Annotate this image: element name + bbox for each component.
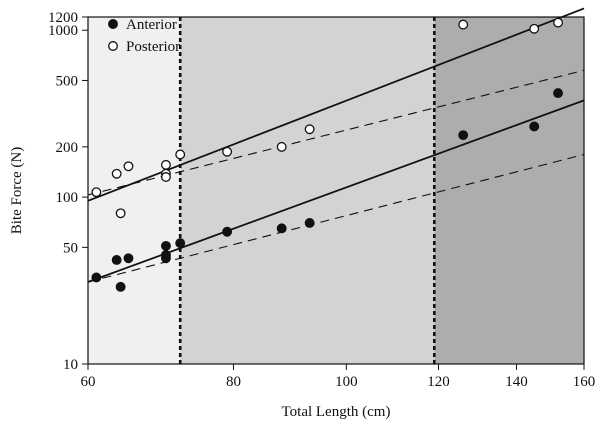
x-axis: 60 80 100 120 140 160 <box>81 364 596 390</box>
y-tick-label: 200 <box>56 140 79 156</box>
x-tick-label: 140 <box>505 374 528 390</box>
anterior-point <box>276 223 287 234</box>
anterior-point <box>175 238 186 249</box>
anterior-point <box>123 253 134 264</box>
y-tick-label: 500 <box>56 73 79 89</box>
shaded-regions <box>88 17 584 364</box>
posterior-point <box>458 19 469 30</box>
anterior-point <box>111 255 122 265</box>
posterior-point <box>222 146 233 157</box>
y-axis-title: Bite Force (N) <box>9 147 25 234</box>
posterior-point <box>115 208 126 219</box>
posterior-point <box>161 159 171 170</box>
y-tick-label: 100 <box>56 190 79 206</box>
posterior-point <box>276 141 287 152</box>
anterior-point <box>304 218 315 228</box>
x-axis-title: Total Length (cm) <box>282 404 391 420</box>
anterior-point <box>161 240 171 251</box>
x-tick-label: 80 <box>226 374 241 390</box>
posterior-point <box>161 172 171 182</box>
legend-marker-posterior <box>108 41 118 51</box>
posterior-point <box>111 168 122 179</box>
anterior-solid-fit-line <box>87 99 585 283</box>
legend-label-anterior: Anterior <box>126 17 177 33</box>
posterior-solid-fit-line <box>87 7 585 202</box>
anterior-point <box>91 272 102 283</box>
anterior-point <box>458 130 469 141</box>
y-tick-label: 1000 <box>48 23 78 39</box>
anterior-point <box>529 121 540 132</box>
y-tick-label: 1200 <box>48 10 78 26</box>
data-points <box>91 17 564 292</box>
plot-frame <box>87 16 585 365</box>
shaded-region-1 <box>88 17 181 364</box>
y-tick-label: 50 <box>63 240 78 256</box>
fit-lines <box>87 7 585 283</box>
anterior-point <box>222 226 233 237</box>
y-tick-label: 10 <box>63 357 78 373</box>
posterior-dashed-fit-line <box>87 69 585 196</box>
shaded-region-2 <box>180 17 435 364</box>
x-tick-label: 160 <box>573 374 596 390</box>
anterior-dashed-fit-line <box>87 153 585 283</box>
posterior-point <box>529 23 540 34</box>
shaded-region-3 <box>434 17 584 364</box>
posterior-point <box>553 17 564 28</box>
anterior-point <box>161 253 171 264</box>
posterior-point <box>304 124 315 135</box>
x-tick-label: 120 <box>427 374 450 390</box>
x-tick-label: 100 <box>335 374 358 390</box>
posterior-point <box>175 149 186 160</box>
vertical-lines <box>178 17 436 364</box>
anterior-point <box>553 88 564 99</box>
anterior-point <box>115 281 126 292</box>
legend-marker-anterior <box>108 19 118 29</box>
legend-label-posterior: Posterior <box>126 39 180 55</box>
legend: Anterior Posterior <box>108 17 180 55</box>
x-tick-label: 60 <box>81 374 96 390</box>
posterior-point <box>123 161 134 172</box>
posterior-point <box>91 187 102 198</box>
